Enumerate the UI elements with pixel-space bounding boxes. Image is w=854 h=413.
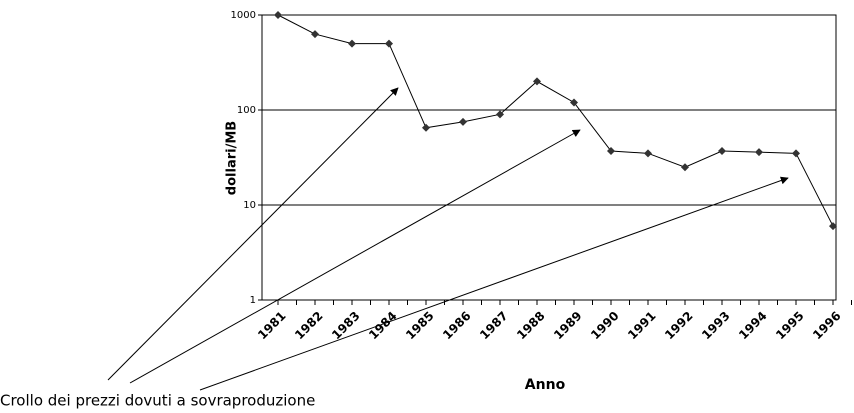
marker	[607, 147, 615, 156]
x-tick-label: 1996	[810, 309, 844, 343]
marker	[496, 110, 504, 119]
marker	[829, 222, 837, 231]
arrow	[107, 87, 399, 381]
x-tick-label: 1991	[625, 309, 659, 343]
marker	[348, 39, 356, 48]
marker	[755, 148, 763, 157]
x-tick-label: 1995	[773, 309, 807, 343]
x-tick-label: 1990	[588, 309, 622, 343]
x-tick-label: 1988	[514, 309, 548, 343]
annotation-arrows	[107, 87, 789, 391]
marker	[570, 98, 578, 107]
marker	[422, 123, 430, 132]
x-tick-label: 1994	[736, 309, 770, 343]
marker	[644, 149, 652, 158]
x-tick-label: 1987	[477, 309, 511, 343]
y-axis-label: dollari/MB	[225, 121, 240, 195]
x-axis-label: Anno	[525, 377, 566, 393]
plot-area	[261, 14, 837, 301]
x-tick-label: 1984	[366, 309, 400, 343]
marker	[311, 30, 319, 39]
marker	[681, 163, 689, 172]
x-tick-label: 1989	[551, 309, 585, 343]
marker	[533, 77, 541, 86]
arrow	[199, 176, 789, 391]
marker	[792, 149, 800, 158]
arrow	[129, 129, 581, 384]
x-tick-label: 1986	[440, 309, 474, 343]
marker	[718, 147, 726, 156]
y-tick-label: 10	[243, 200, 256, 211]
x-tick-label: 1982	[292, 309, 326, 343]
x-tick-label: 1993	[699, 309, 733, 343]
x-tick-label: 1985	[403, 309, 437, 343]
x-tick-label: 1981	[255, 309, 289, 343]
marker	[274, 11, 282, 19]
marker	[459, 117, 467, 126]
marker	[385, 39, 393, 48]
annotation: Crollo dei prezzi dovuti a sovraproduzio…	[0, 392, 315, 410]
x-tick-label: 1992	[662, 309, 696, 343]
line	[277, 14, 834, 227]
y-tick-label: 100	[237, 105, 256, 116]
y-tick-label: 1	[250, 295, 256, 306]
y-tick-label: 1000	[231, 10, 256, 21]
